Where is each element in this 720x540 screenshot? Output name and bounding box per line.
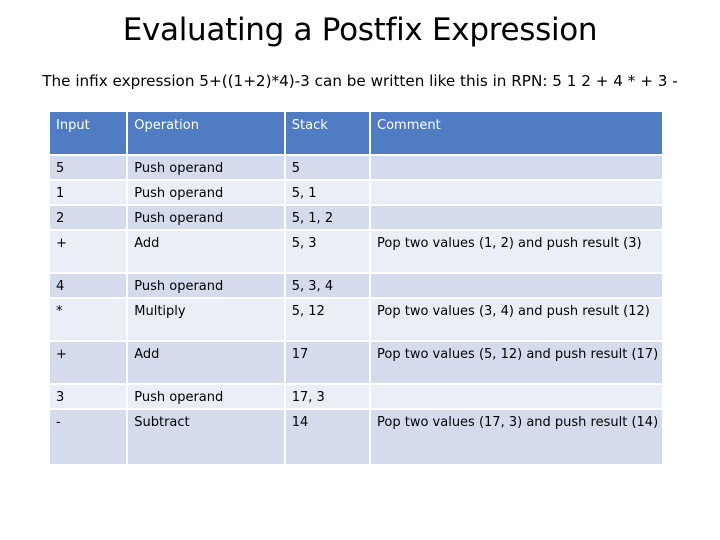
cell-comment [371,181,662,204]
slide-subtitle: The infix expression 5+((1+2)*4)-3 can b… [42,72,678,90]
cell-comment [371,274,662,297]
table-header-row: Input Operation Stack Comment [50,112,662,154]
cell-stack: 5 [285,156,370,179]
cell-comment: Pop two values (17, 3) and push result (… [371,410,662,464]
header-operation: Operation [128,112,284,154]
cell-operation: Push operand [128,206,284,229]
cell-operation: Add [128,342,284,383]
cell-operation: Multiply [128,299,284,340]
cell-input: + [50,231,127,272]
table-row: 5 Push operand 5 [50,156,662,179]
cell-operation: Push operand [128,274,284,297]
rpn-evaluation-table: Input Operation Stack Comment 5 Push ope… [48,110,664,466]
cell-stack: 17 [285,342,370,383]
cell-input: + [50,342,127,383]
cell-operation: Add [128,231,284,272]
cell-stack: 5, 3, 4 [285,274,370,297]
cell-input: 4 [50,274,127,297]
cell-input: - [50,410,127,464]
cell-stack: 5, 12 [285,299,370,340]
header-stack: Stack [285,112,370,154]
cell-stack: 5, 1, 2 [285,206,370,229]
cell-operation: Push operand [128,181,284,204]
cell-comment: Pop two values (1, 2) and push result (3… [371,231,662,272]
table-row: - Subtract 14 Pop two values (17, 3) and… [50,410,662,464]
cell-input: * [50,299,127,340]
table-row: 4 Push operand 5, 3, 4 [50,274,662,297]
cell-comment [371,385,662,408]
slide-title: Evaluating a Postfix Expression [122,12,598,48]
cell-stack: 14 [285,410,370,464]
cell-input: 3 [50,385,127,408]
table-row: 2 Push operand 5, 1, 2 [50,206,662,229]
cell-input: 1 [50,181,127,204]
cell-operation: Subtract [128,410,284,464]
cell-operation: Push operand [128,156,284,179]
table-row: * Multiply 5, 12 Pop two values (3, 4) a… [50,299,662,340]
cell-stack: 17, 3 [285,385,370,408]
cell-input: 2 [50,206,127,229]
header-input: Input [50,112,127,154]
cell-comment [371,156,662,179]
cell-stack: 5, 1 [285,181,370,204]
header-comment: Comment [371,112,662,154]
table-row: 1 Push operand 5, 1 [50,181,662,204]
table-row: + Add 5, 3 Pop two values (1, 2) and pus… [50,231,662,272]
table-row: 3 Push operand 17, 3 [50,385,662,408]
cell-operation: Push operand [128,385,284,408]
cell-stack: 5, 3 [285,231,370,272]
cell-comment: Pop two values (3, 4) and push result (1… [371,299,662,340]
table-row: + Add 17 Pop two values (5, 12) and push… [50,342,662,383]
cell-comment: Pop two values (5, 12) and push result (… [371,342,662,383]
cell-input: 5 [50,156,127,179]
cell-comment [371,206,662,229]
